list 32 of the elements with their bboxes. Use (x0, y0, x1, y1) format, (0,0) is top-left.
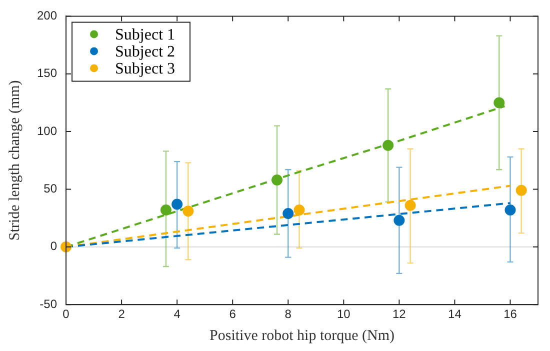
x-axis-title: Positive robot hip torque (Nm) (210, 328, 395, 344)
x-tick-label: 12 (392, 307, 406, 322)
legend-label: Subject 2 (115, 43, 176, 60)
point (404, 200, 416, 211)
point (160, 204, 172, 216)
point (294, 204, 305, 216)
point (394, 214, 405, 226)
legend-label: Subject 1 (115, 26, 176, 44)
x-tick-label: 10 (336, 307, 351, 322)
legend-label: Subject 3 (115, 60, 176, 78)
x-tick-label: 2 (118, 307, 126, 322)
point (172, 198, 183, 210)
y-tick-label: 100 (36, 124, 58, 138)
point (494, 97, 505, 108)
point (516, 184, 527, 196)
y-tick-label: 200 (36, 8, 58, 23)
y-tick-label: 150 (36, 66, 58, 80)
point (282, 208, 294, 219)
x-tick-label: 8 (284, 307, 292, 322)
x-tick-label: 4 (174, 307, 181, 322)
point (182, 206, 194, 217)
y-tick-label: -50 (40, 296, 58, 311)
x-tick-label: 6 (229, 307, 236, 322)
x-tick-label: 0 (62, 307, 70, 322)
point (504, 204, 516, 216)
point (382, 140, 394, 151)
point (272, 174, 283, 186)
x-tick-label: 14 (448, 307, 462, 322)
y-axis-title: Stride length change (mm) (6, 80, 23, 241)
y-tick-label: 0 (50, 239, 58, 254)
y-tick-label: 50 (44, 182, 58, 196)
x-tick-label: 16 (504, 307, 518, 322)
